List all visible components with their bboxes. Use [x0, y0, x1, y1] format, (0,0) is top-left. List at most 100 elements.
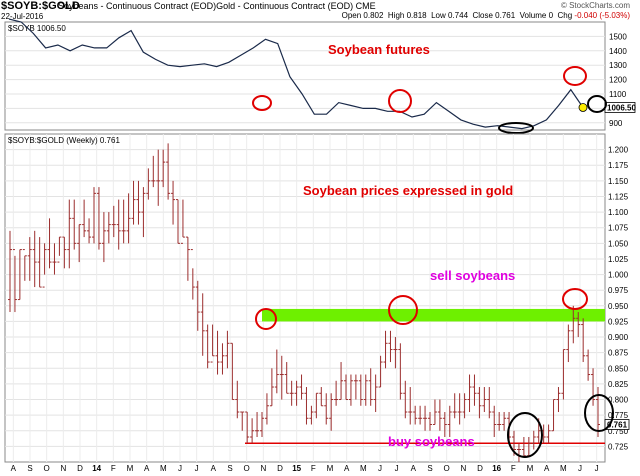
lower-ytick-label: 1.100 [608, 208, 629, 217]
lower-ytick-label: 1.175 [608, 161, 629, 170]
open-value: 0.802 [363, 11, 384, 20]
upper-ytick-label: 1100 [609, 90, 627, 99]
red-highlight-circle [255, 308, 277, 330]
upper-ytick-label: 1200 [609, 76, 627, 85]
close-label: Close [472, 11, 493, 20]
lower-ytick-label: 0.975 [608, 286, 629, 295]
high-label: High [387, 11, 405, 20]
month-tick-label: A [144, 464, 150, 473]
red-highlight-circle [562, 288, 588, 310]
upper-ytick-label: 1300 [609, 61, 627, 70]
black-highlight-circle [498, 122, 534, 134]
upper-ytick-label: 1400 [609, 47, 627, 56]
lower-ytick-label: 0.750 [608, 427, 629, 436]
brand-logo-text: © StockCharts.com [560, 1, 630, 10]
month-tick-label: M [360, 464, 367, 473]
ohlc-stats: Open 0.802 High 0.818 Low 0.744 Close 0.… [342, 11, 630, 20]
last-value-marker [578, 103, 588, 112]
low-value: 0.744 [448, 11, 469, 20]
month-tick-label: J [195, 464, 199, 473]
volume-label: Volume [519, 11, 547, 20]
chg-value: -0.040 (-5.03%) [574, 11, 630, 20]
lower-ytick-label: 1.075 [608, 224, 629, 233]
month-tick-label: J [578, 464, 582, 473]
month-tick-label: J [378, 464, 382, 473]
lower-last-value-label: 0.761 [607, 421, 628, 430]
month-tick-label: M [327, 464, 334, 473]
soybean-futures-annotation: Soybean futures [328, 42, 430, 57]
upper-plot-frame [4, 21, 606, 131]
chg-label: Chg [557, 11, 573, 20]
lower-ytick-label: 0.825 [608, 380, 629, 389]
black-highlight-circle [507, 412, 543, 458]
symbol-description: Soybeans - Continuous Contract (EOD)Gold… [58, 1, 376, 11]
month-tick-label: F [111, 464, 116, 473]
month-tick-label: F [311, 464, 316, 473]
upper-ytick-label: 1500 [609, 32, 627, 41]
black-highlight-circle [587, 95, 607, 113]
month-tick-label: D [477, 464, 483, 473]
chart-date: 22-Jul-2016 [1, 12, 44, 21]
volume-value: 0 [548, 11, 554, 20]
lower-ytick-label: 1.025 [608, 255, 629, 264]
high-value: 0.818 [406, 11, 427, 20]
black-highlight-circle [584, 394, 614, 432]
red-highlight-circle [252, 95, 272, 111]
month-tick-label: S [427, 464, 432, 473]
open-label: Open [341, 11, 362, 20]
month-tick-label: S [27, 464, 32, 473]
symbol-title: $SOYB:$GOLD [1, 0, 80, 12]
month-tick-label: A [211, 464, 217, 473]
month-tick-label: O [244, 464, 250, 473]
month-tick-label: A [344, 464, 350, 473]
upper-panel: 900100011001200130014001500$SOYB 1006.50… [4, 18, 636, 134]
month-tick-label: J [178, 464, 182, 473]
lower-ytick-label: 1.125 [608, 192, 629, 201]
month-tick-label: M [160, 464, 167, 473]
lower-ytick-label: 0.875 [608, 349, 629, 358]
lower-ytick-label: 0.925 [608, 317, 629, 326]
lower-ytick-label: 0.800 [608, 396, 629, 405]
month-tick-label: F [511, 464, 516, 473]
month-tick-label: 15 [292, 464, 301, 473]
month-tick-label: 14 [92, 464, 101, 473]
lower-ytick-label: 0.900 [608, 333, 629, 342]
month-tick-label: A [411, 464, 417, 473]
month-tick-label: D [277, 464, 283, 473]
month-tick-label: O [44, 464, 50, 473]
last-value-label: 1006.50 [607, 103, 636, 112]
month-tick-label: M [127, 464, 134, 473]
chart-header: $SOYB:$GOLD Soybeans - Continuous Contra… [0, 0, 640, 22]
month-tick-label: O [444, 464, 450, 473]
month-tick-label: M [527, 464, 534, 473]
red-highlight-circle [388, 89, 412, 113]
month-tick-label: A [11, 464, 17, 473]
month-tick-label: A [544, 464, 550, 473]
month-tick-label: D [77, 464, 83, 473]
sell-soybeans-annotation: sell soybeans [430, 268, 515, 283]
red-highlight-circle [563, 66, 587, 86]
red-highlight-circle [388, 295, 418, 325]
lower-last-value-box [604, 419, 630, 430]
lower-ytick-label: 0.850 [608, 364, 629, 373]
upper-ytick-label: 900 [609, 119, 623, 128]
month-tick-label: J [395, 464, 399, 473]
upper-legend: $SOYB 1006.50 [8, 24, 66, 33]
lower-ytick-label: 0.950 [608, 302, 629, 311]
lower-ytick-label: 0.725 [608, 442, 629, 451]
close-value: 0.761 [495, 11, 516, 20]
lower-ytick-label: 1.000 [608, 271, 629, 280]
lower-plot-frame [4, 133, 606, 463]
month-tick-label: 16 [492, 464, 501, 473]
month-tick-label: N [460, 464, 466, 473]
lower-ytick-label: 1.050 [608, 239, 629, 248]
lower-ytick-label: 1.200 [608, 146, 629, 155]
month-tick-label: M [560, 464, 567, 473]
month-tick-label: J [595, 464, 599, 473]
month-tick-label: N [260, 464, 266, 473]
lower-ytick-label: 1.150 [608, 177, 629, 186]
gold-ratio-annotation: Soybean prices expressed in gold [303, 183, 513, 198]
buy-soybeans-annotation: buy soybeans [388, 434, 475, 449]
low-label: Low [431, 11, 446, 20]
